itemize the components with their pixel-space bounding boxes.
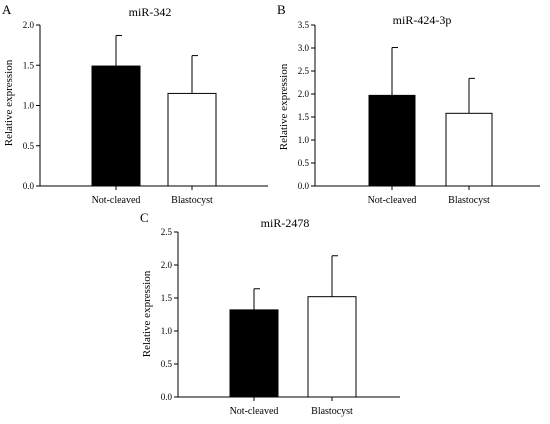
bar-blastocyst — [307, 296, 357, 398]
y-tick-label: 1.0 — [298, 135, 310, 145]
chart-title: miR-342 — [129, 5, 172, 19]
plot-area: 0.0 0.5 1.0 1.5 2.0 2.5 3.0 3.5 Not-cleaved Blast… — [298, 20, 540, 206]
x-tick-label: Not-cleaved — [230, 406, 279, 417]
plot-area: 0.0 0.5 1.0 1.5 2.0 2.5 Not-cleaved Blastocyst — [161, 227, 400, 417]
y-axis-label: Relative expression — [141, 270, 153, 357]
panel-label: B — [277, 2, 286, 17]
y-tick-label: 0.5 — [23, 141, 35, 151]
y-tick-label: 0.0 — [23, 181, 35, 191]
y-tick-label: 3.0 — [298, 43, 310, 53]
panel-c: C miR-2478 Relative expression 0.0 0.5 1.0… — [140, 210, 400, 417]
chart-title: miR-424-3p — [393, 13, 452, 27]
plot-area: 0.0 0.5 1.0 1.5 2.0 Not-cleaved Blastocyst — [23, 20, 268, 206]
y-tick-label: 2.5 — [298, 66, 310, 76]
y-tick-label: 2.0 — [298, 89, 310, 99]
bar-not-cleaved — [229, 309, 279, 398]
x-tick-label: Blastocyst — [448, 195, 490, 206]
y-tick-label: 1.5 — [298, 112, 310, 122]
x-tick-label: Not-cleaved — [92, 195, 141, 206]
y-tick-label: 1.5 — [23, 60, 35, 70]
x-tick-label: Blastocyst — [171, 195, 213, 206]
panel-label: A — [2, 2, 12, 17]
bar-not-cleaved — [91, 65, 141, 187]
y-axis-label: Relative expression — [3, 59, 15, 146]
y-tick-label: 1.0 — [161, 326, 173, 336]
y-tick-label: 1.5 — [161, 293, 173, 303]
y-tick-label: 2.5 — [161, 227, 173, 237]
y-tick-label: 1.0 — [23, 101, 35, 111]
y-tick-label: 0.0 — [298, 181, 310, 191]
y-tick-label: 3.5 — [298, 20, 310, 30]
bar-not-cleaved — [368, 94, 416, 187]
y-tick-label: 0.0 — [161, 392, 173, 402]
y-tick-label: 2.0 — [23, 20, 35, 30]
y-tick-label: 2.0 — [161, 260, 173, 270]
chart-title: miR-2478 — [261, 216, 310, 230]
y-tick-label: 0.5 — [161, 359, 173, 369]
y-axis-label: Relative expression — [278, 63, 290, 150]
x-tick-label: Not-cleaved — [368, 195, 417, 206]
panel-a: A miR-342 Relative expression 0.0 0.5 1.0 1… — [2, 2, 268, 206]
bar-blastocyst — [445, 112, 493, 187]
panel-label: C — [140, 210, 149, 225]
panel-b: B miR-424-3p Relative expression 0.0 0.5 1… — [277, 2, 540, 206]
x-tick-label: Blastocyst — [311, 406, 353, 417]
y-tick-label: 0.5 — [298, 158, 310, 168]
bar-blastocyst — [167, 92, 217, 187]
